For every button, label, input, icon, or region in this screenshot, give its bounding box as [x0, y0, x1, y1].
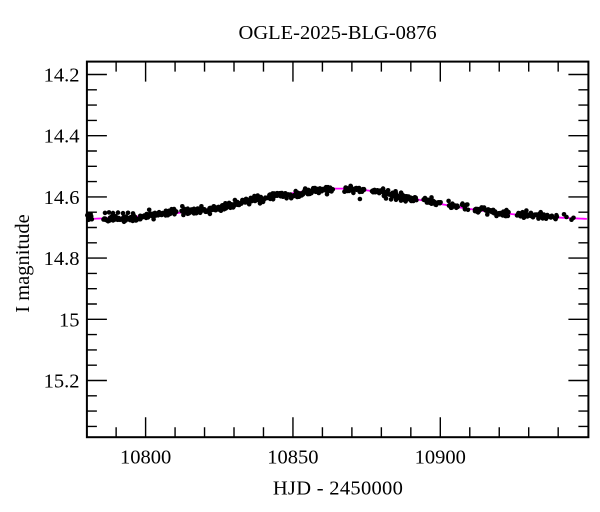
- svg-text:10800: 10800: [120, 447, 171, 469]
- svg-text:15: 15: [59, 309, 80, 331]
- svg-text:14.6: 14.6: [44, 187, 80, 209]
- svg-text:I magnitude: I magnitude: [12, 214, 34, 313]
- svg-text:OGLE-2025-BLG-0876: OGLE-2025-BLG-0876: [239, 22, 437, 44]
- svg-text:14.2: 14.2: [44, 65, 80, 87]
- svg-text:14.4: 14.4: [44, 126, 80, 148]
- svg-text:15.2: 15.2: [44, 371, 80, 393]
- svg-text:10850: 10850: [267, 447, 318, 469]
- svg-text:10900: 10900: [415, 447, 466, 469]
- svg-text:HJD - 2450000: HJD - 2450000: [273, 478, 403, 500]
- svg-text:14.8: 14.8: [44, 248, 80, 270]
